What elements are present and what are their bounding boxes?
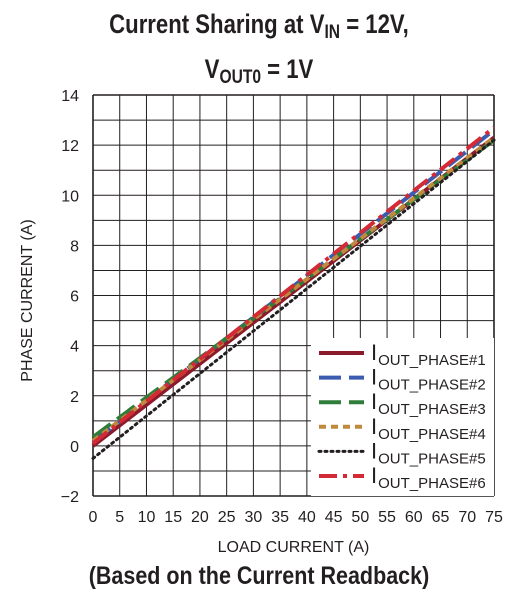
series-line-phase-6 (91, 126, 496, 445)
x-tick-label: 10 (138, 509, 156, 526)
x-tick-label: 30 (245, 509, 263, 526)
series-line-phase-1 (91, 136, 496, 448)
title-line-2-prefix: V (204, 54, 220, 84)
x-tick-label: 40 (298, 509, 316, 526)
y-tick-label: 10 (61, 188, 79, 205)
y-tick-label: 2 (70, 389, 79, 406)
title-line-2: VOUT0 = 1V (47, 51, 472, 96)
title-line-1-suffix: = 12V, (340, 9, 409, 39)
chart-caption: (Based on the Current Readback) (88, 562, 430, 590)
legend: IOUT_PHASE#1IOUT_PHASE#2IOUT_PHASE#3IOUT… (311, 338, 494, 496)
x-tick-label: 55 (378, 509, 396, 526)
x-tick-label: 35 (271, 509, 289, 526)
title-line-1: Current Sharing at VIN = 12V, (47, 6, 472, 51)
series-line-phase-3 (91, 138, 496, 439)
legend-label: IOUT_PHASE#5 (371, 438, 486, 467)
legend-label: IOUT_PHASE#6 (371, 463, 486, 492)
legend-label: IOUT_PHASE#2 (371, 365, 486, 394)
chart-title: Current Sharing at VIN = 12V, VOUT0 = 1V (0, 6, 518, 96)
x-tick-label: 45 (325, 509, 343, 526)
y-axis-label: PHASE CURRENT (A) (19, 219, 36, 381)
title-line-1-subscript: IN (324, 22, 341, 43)
y-tick-label: 8 (70, 238, 79, 255)
x-tick-label: 65 (432, 509, 450, 526)
tick-labels: 0 5 10 15 20 25 30 35 40 45 50 55 60 65 70 75−202468101… (61, 88, 503, 526)
y-tick-label: 12 (61, 138, 79, 155)
series-line-phase-5 (91, 138, 496, 460)
legend-label: IOUT_PHASE#3 (371, 389, 486, 418)
legend-label: IOUT_PHASE#4 (371, 414, 486, 443)
y-tick-label: −2 (61, 489, 79, 506)
legend-label: IOUT_PHASE#1 (371, 340, 486, 369)
x-tick-label: 60 (405, 509, 423, 526)
y-tick-label: 0 (70, 439, 79, 456)
x-tick-label: 0 (89, 509, 98, 526)
legend-box (311, 338, 494, 496)
x-tick-label: 25 (218, 509, 236, 526)
x-tick-label: 50 (351, 509, 369, 526)
title-line-1-prefix: Current Sharing at V (109, 9, 325, 39)
x-tick-label: 5 (115, 509, 124, 526)
title-line-2-subscript: OUT0 (219, 67, 262, 88)
y-tick-label: 6 (70, 289, 79, 306)
x-tick-label: 75 (485, 509, 503, 526)
series-lines (91, 126, 496, 460)
x-axis-label: LOAD CURRENT (A) (218, 539, 370, 556)
x-tick-label: 20 (191, 509, 209, 526)
title-line-2-suffix: = 1V (261, 54, 314, 84)
y-tick-label: 14 (61, 88, 79, 105)
x-tick-label: 70 (458, 509, 476, 526)
y-tick-label: 4 (70, 339, 79, 356)
x-tick-label: 15 (164, 509, 182, 526)
